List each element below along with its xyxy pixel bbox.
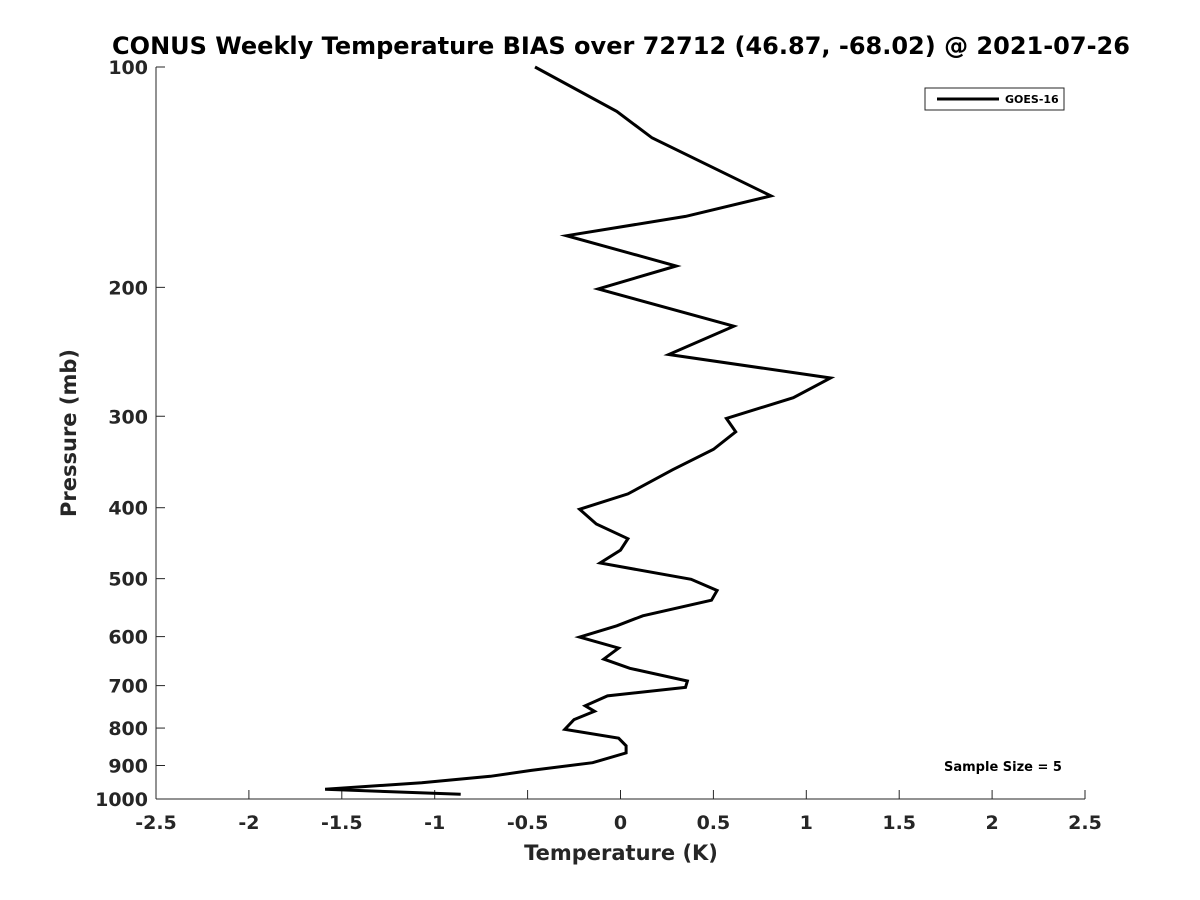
x-tick-label: 1 <box>800 812 813 834</box>
sample-size-annotation: Sample Size = 5 <box>944 760 1062 775</box>
series-layer <box>324 65 836 796</box>
x-tick-label: 1.5 <box>882 812 916 834</box>
y-tick-label: 900 <box>108 756 148 778</box>
y-tick-label: 100 <box>108 57 148 79</box>
x-tick-label: 2 <box>985 812 998 834</box>
legend-entry-goes-16: GOES-16 <box>1005 93 1059 106</box>
chart-title: CONUS Weekly Temperature BIAS over 72712… <box>112 32 1130 60</box>
axes <box>155 67 1085 800</box>
y-tick-label: 200 <box>108 277 148 299</box>
legend: GOES-16 <box>924 87 1065 111</box>
y-tick-label: 1000 <box>95 789 148 811</box>
x-axis-label: Temperature (K) <box>524 841 718 865</box>
y-tick-label: 600 <box>108 627 148 649</box>
plot-area <box>156 67 1085 799</box>
x-tick-label: -1 <box>424 812 445 834</box>
y-axis-label: Pressure (mb) <box>57 349 81 517</box>
x-tick-label: -2 <box>238 812 259 834</box>
x-tick-label: -1.5 <box>321 812 363 834</box>
y-tick-label: 800 <box>108 718 148 740</box>
x-ticks: -2.5 -2 -1.5 -1 -0.5 0 0.5 1 1.5 2 2.5 <box>135 790 1102 834</box>
y-tick-label: 400 <box>108 498 148 520</box>
y-tick-label: 300 <box>108 406 148 428</box>
y-tick-label: 500 <box>108 569 148 591</box>
y-ticks: 100 200 300 400 500 600 700 800 900 1000 <box>95 57 165 811</box>
y-tick-label: 700 <box>108 676 148 698</box>
series-line-goes-16 <box>324 65 836 796</box>
x-tick-label: -2.5 <box>135 812 177 834</box>
x-tick-label: 0 <box>614 812 627 834</box>
x-tick-label: -0.5 <box>507 812 549 834</box>
x-tick-label: 2.5 <box>1068 812 1102 834</box>
x-tick-label: 0.5 <box>697 812 731 834</box>
